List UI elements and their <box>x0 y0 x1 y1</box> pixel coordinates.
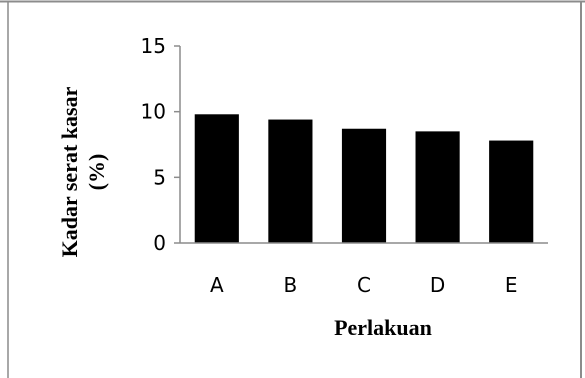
bar-B <box>268 119 313 243</box>
bar-D <box>415 131 460 243</box>
y-axis-title-line-2: (%) <box>84 154 109 191</box>
bar-C <box>341 128 387 243</box>
y-tick-label: 15 <box>141 34 166 58</box>
y-axis-title-line-1: Kadar serat kasar <box>57 86 82 257</box>
y-tick-label: 0 <box>153 231 166 255</box>
x-axis-ticks: A B C D E <box>210 273 518 297</box>
y-axis-title: Kadar serat kasar (%) <box>57 86 109 257</box>
bars <box>194 114 534 243</box>
x-tick-label: B <box>284 273 298 297</box>
x-tick-label: C <box>357 273 371 297</box>
bar-A <box>194 114 239 243</box>
x-tick-label: A <box>210 273 224 297</box>
bar-E <box>489 140 534 243</box>
x-tick-label: E <box>505 273 518 297</box>
x-tick-label: D <box>430 273 445 297</box>
y-axis-ticks: 0 5 10 15 <box>141 34 180 255</box>
y-tick-label: 5 <box>153 165 166 189</box>
x-axis-title: Perlakuan <box>334 315 432 340</box>
y-tick-label: 10 <box>141 100 166 124</box>
